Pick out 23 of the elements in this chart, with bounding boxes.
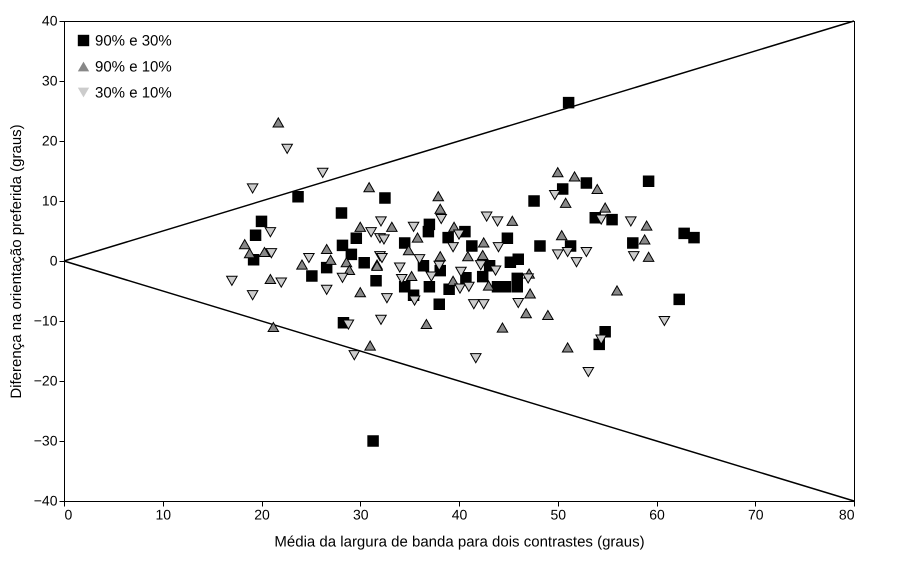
legend-label: 90% e 10% [95,58,172,76]
y-tick-label: −30 [34,432,58,448]
y-tick-label: 20 [42,132,58,148]
x-tick-label: 10 [155,506,172,522]
y-tick-label: 0 [50,252,58,268]
x-tick-label: 30 [352,506,369,522]
x-tick-label: 70 [748,506,764,522]
x-tick-label: 50 [550,506,566,522]
y-tick-label: −40 [34,492,58,508]
x-tick-label: 40 [452,506,468,522]
x-tick-label: 0 [64,506,72,522]
y-tick-label: 30 [42,72,58,88]
legend-label: 30% e 10% [95,84,172,102]
legend-label: 90% e 30% [95,32,172,50]
x-axis-title: Média da largura de banda para dois contrastes (graus) [274,534,645,550]
y-tick-label: −20 [34,372,58,388]
y-tick-label: 40 [42,12,58,28]
y-axis-title: Diferença na orientação preferida (graus) [8,124,25,399]
y-tick-label: −10 [34,312,58,328]
y-tick-label: 10 [42,192,58,208]
x-tick-label: 20 [254,506,270,522]
x-tick-label: 60 [649,506,665,522]
x-tick-label: 80 [838,506,855,522]
